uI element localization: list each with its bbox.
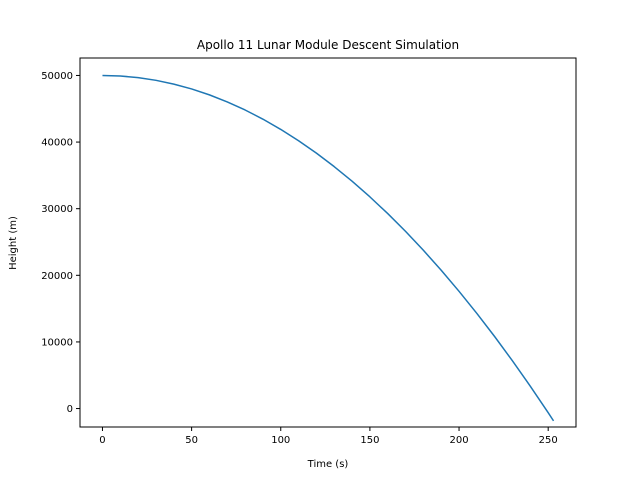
- y-tick-label: 20000: [41, 271, 73, 282]
- x-axis-label: Time (s): [307, 459, 349, 470]
- y-tick-label: 10000: [41, 337, 73, 348]
- x-tick-label: 50: [185, 435, 198, 446]
- y-axis: 0 10000 20000 30000 40000 50000: [41, 71, 80, 415]
- y-axis-label: Height (m): [8, 216, 19, 270]
- plot-area: [80, 58, 576, 427]
- x-tick-label: 150: [360, 435, 379, 446]
- series-layer: [102, 74, 555, 422]
- series-line: [102, 74, 555, 422]
- x-axis: 0 50 100 150 200 250: [99, 427, 558, 446]
- y-tick-label: 50000: [41, 71, 73, 82]
- x-tick-label: 0: [99, 435, 105, 446]
- y-tick-label: 30000: [41, 204, 73, 215]
- y-tick-label: 40000: [41, 138, 73, 149]
- plot-frame: [79, 57, 577, 428]
- x-tick-label: 250: [539, 435, 558, 446]
- y-tick-label: 0: [67, 404, 73, 415]
- chart-title: Apollo 11 Lunar Module Descent Simulatio…: [197, 38, 459, 52]
- x-tick-label: 100: [271, 435, 290, 446]
- x-tick-label: 200: [449, 435, 468, 446]
